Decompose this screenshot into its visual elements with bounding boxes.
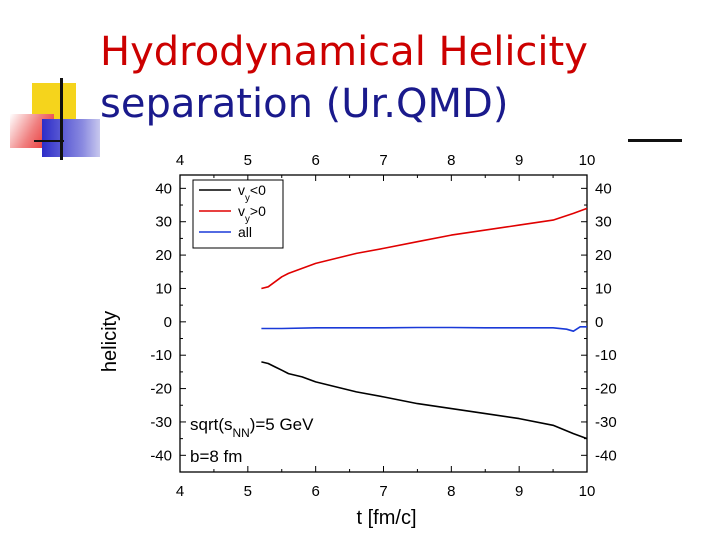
- y-tick-label-left: -10: [150, 347, 172, 364]
- y-tick-label-left: 30: [155, 214, 172, 231]
- y-tick-label-right: 40: [595, 180, 612, 197]
- decor-horizontal-line: [34, 140, 64, 142]
- x-tick-label-bottom: 5: [244, 483, 252, 500]
- y-tick-label-left: 40: [155, 180, 172, 197]
- x-tick-label-bottom: 10: [579, 483, 596, 500]
- x-axis-label: t [fm/c]: [357, 507, 417, 529]
- decor-blue-square: [42, 119, 100, 157]
- annotation-impact-parameter: b=8 fm: [190, 447, 242, 466]
- x-tick-label-top: 8: [447, 152, 455, 169]
- y-tick-label-left: 10: [155, 280, 172, 297]
- y-tick-label-right: -10: [595, 347, 617, 364]
- series-line-2: [261, 207, 588, 290]
- y-axis-label: helicity: [99, 311, 121, 372]
- title-line-2: separation (Ur.QMD): [100, 81, 509, 127]
- y-tick-label-left: -40: [150, 447, 172, 464]
- x-tick-label-bottom: 7: [379, 483, 387, 500]
- x-tick-label-top: 7: [379, 152, 387, 169]
- x-tick-label-bottom: 8: [447, 483, 455, 500]
- y-tick-label-right: -30: [595, 414, 617, 431]
- x-tick-label-bottom: 6: [311, 483, 319, 500]
- series-line-1: [261, 361, 588, 440]
- title-line-1: Hydrodynamical Helicity: [100, 29, 588, 75]
- legend-label-2: vy>0: [238, 203, 266, 225]
- x-tick-label-bottom: 4: [176, 483, 184, 500]
- y-tick-label-right: 20: [595, 247, 612, 264]
- decor-vertical-line: [60, 78, 63, 160]
- legend-label-3: all: [238, 224, 252, 240]
- series-line-3: [261, 326, 587, 332]
- x-tick-label-top: 9: [515, 152, 523, 169]
- x-tick-label-top: 4: [176, 152, 184, 169]
- x-tick-label-top: 5: [244, 152, 252, 169]
- y-tick-label-right: 10: [595, 280, 612, 297]
- y-tick-label-left: -20: [150, 381, 172, 398]
- y-tick-label-right: 0: [595, 314, 603, 331]
- x-tick-label-bottom: 9: [515, 483, 523, 500]
- legend-label-1: vy<0: [238, 182, 266, 204]
- annotation-energy: sqrt(sNN)=5 GeV: [190, 415, 314, 440]
- y-tick-label-left: -30: [150, 414, 172, 431]
- y-tick-label-right: -20: [595, 381, 617, 398]
- decor-right-dash: [628, 139, 682, 142]
- y-tick-label-right: -40: [595, 447, 617, 464]
- legend-box: [192, 179, 284, 249]
- y-tick-label-left: 0: [164, 314, 172, 331]
- slide-title: Hydrodynamical Helicity separation (Ur.Q…: [100, 26, 700, 130]
- x-tick-label-top: 6: [311, 152, 319, 169]
- y-tick-label-right: 30: [595, 214, 612, 231]
- x-tick-label-top: 10: [579, 152, 596, 169]
- y-tick-label-left: 20: [155, 247, 172, 264]
